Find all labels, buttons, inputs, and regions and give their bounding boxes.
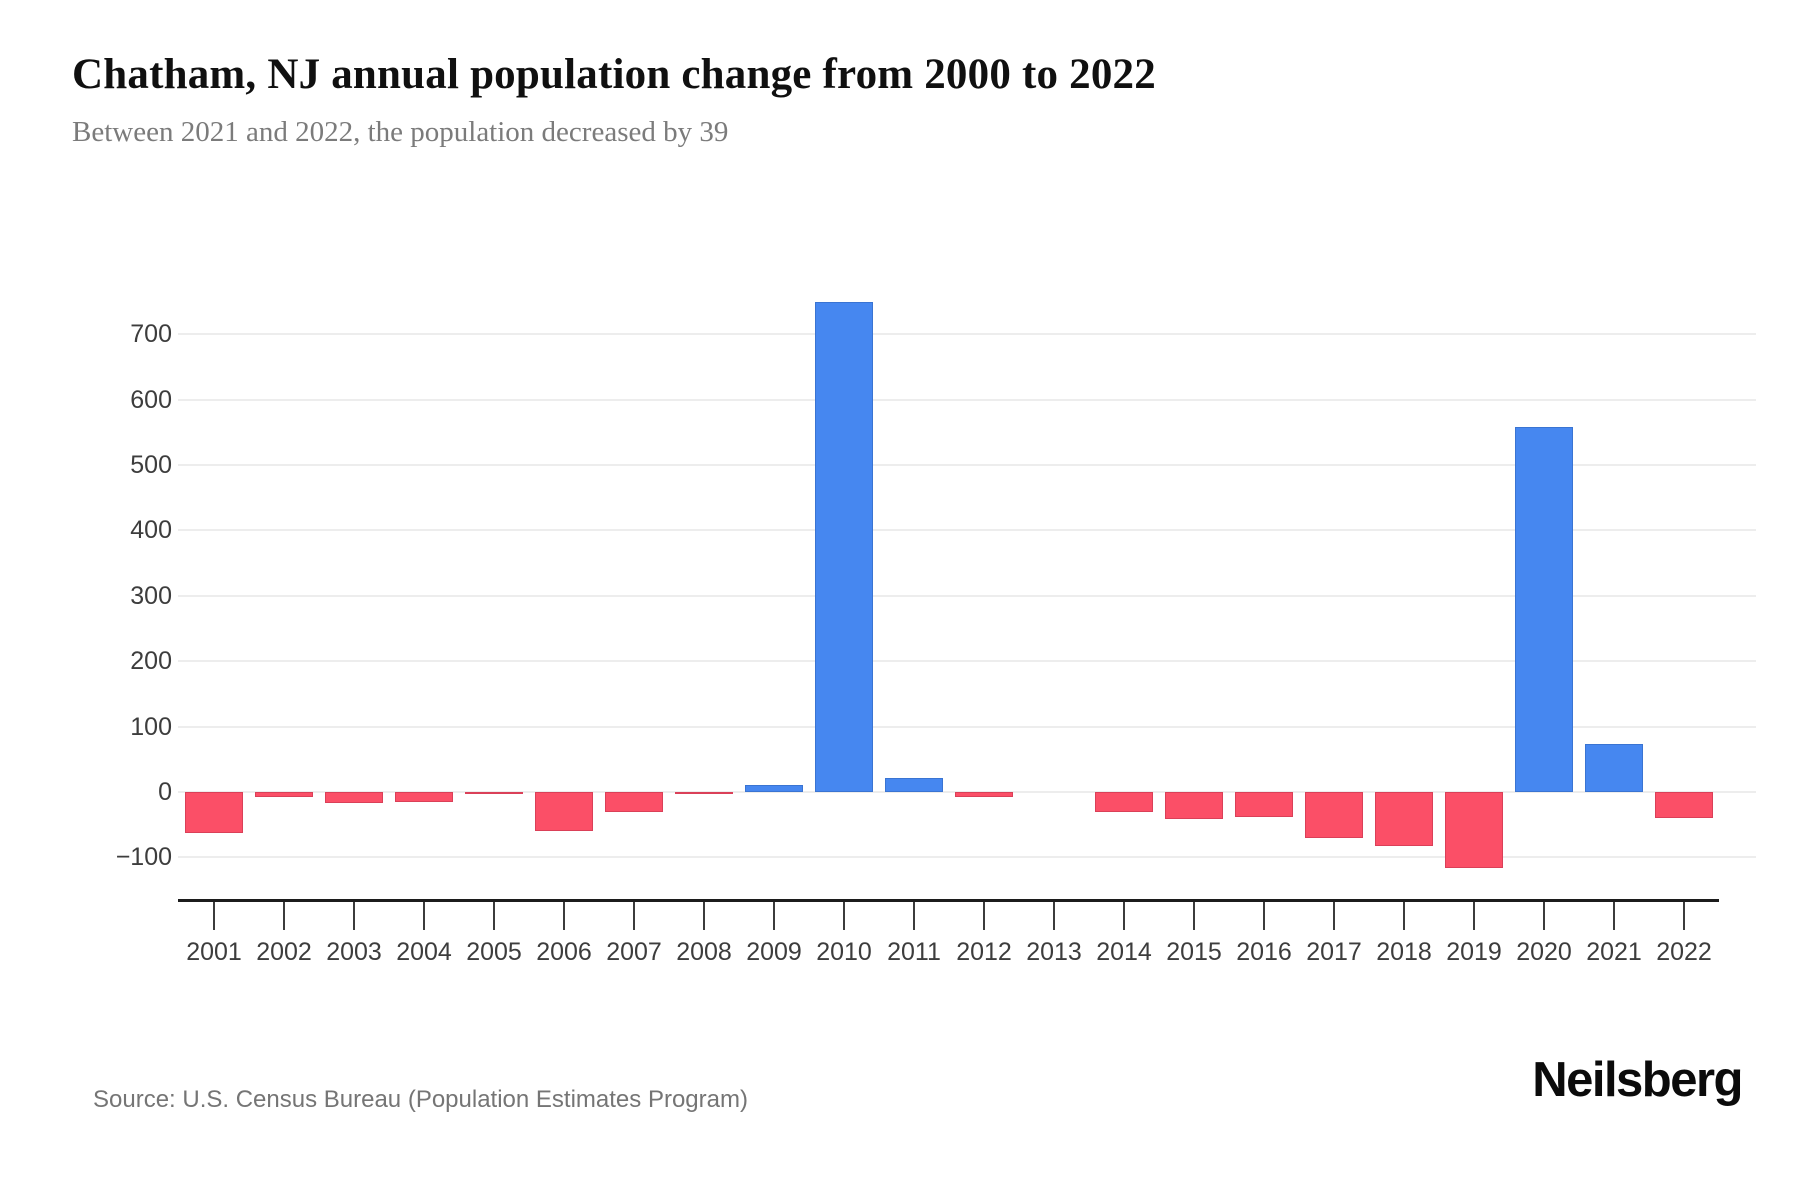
bar-2018[interactable] <box>1375 792 1433 847</box>
x-axis-label-2017: 2017 <box>1306 938 1362 966</box>
bar-2020[interactable] <box>1515 427 1573 792</box>
x-axis-tick-2014 <box>1123 902 1125 930</box>
x-axis-label-2011: 2011 <box>887 938 941 966</box>
x-axis-tick-2012 <box>983 902 985 930</box>
y-axis-label-700: 700 <box>130 320 172 349</box>
chart-subtitle: Between 2021 and 2022, the population de… <box>72 116 729 148</box>
x-axis-label-2015: 2015 <box>1166 938 1222 966</box>
bar-2004[interactable] <box>395 792 453 803</box>
y-axis-label-500: 500 <box>130 451 172 479</box>
bar-2002[interactable] <box>255 792 313 797</box>
gridline-600 <box>178 398 1756 401</box>
bar-2016[interactable] <box>1235 792 1293 817</box>
gridline-500 <box>178 464 1756 466</box>
bar-2003[interactable] <box>325 792 383 804</box>
bar-2005[interactable] <box>465 792 523 794</box>
gridline-100 <box>178 725 1756 728</box>
y-axis-label-0: 0 <box>158 778 172 806</box>
gridline-300 <box>178 594 1756 597</box>
x-axis-tick-2018 <box>1403 902 1405 930</box>
bar-2022[interactable] <box>1655 792 1713 818</box>
x-axis-tick-2003 <box>353 902 355 930</box>
x-axis-label-2012: 2012 <box>956 938 1012 966</box>
x-axis-tick-2020 <box>1543 902 1545 930</box>
y-axis-label-600: 600 <box>130 385 172 414</box>
x-axis-label-2018: 2018 <box>1376 938 1432 966</box>
neilsberg-logo: Neilsberg <box>1532 1053 1743 1107</box>
x-axis-label-2003: 2003 <box>326 938 382 966</box>
x-axis-tick-2007 <box>633 902 635 930</box>
x-axis-label-2009: 2009 <box>746 938 802 966</box>
x-axis-label-2002: 2002 <box>256 938 312 966</box>
x-axis-label-2008: 2008 <box>676 938 732 966</box>
bar-2021[interactable] <box>1585 744 1643 792</box>
x-axis-tick-2013 <box>1053 902 1055 930</box>
x-axis-label-2001: 2001 <box>186 938 242 966</box>
gridline-700 <box>178 333 1756 336</box>
bar-2009[interactable] <box>745 785 803 792</box>
bar-2014[interactable] <box>1095 792 1153 813</box>
x-axis-tick-2015 <box>1193 902 1195 930</box>
x-axis-tick-2011 <box>913 902 915 930</box>
x-axis-tick-2006 <box>563 902 565 930</box>
chart-title: Chatham, NJ annual population change fro… <box>72 51 1156 98</box>
x-axis-label-2021: 2021 <box>1586 938 1642 966</box>
source-note: Source: U.S. Census Bureau (Population E… <box>93 1086 748 1113</box>
x-axis-tick-2005 <box>493 902 495 930</box>
x-axis-tick-2008 <box>703 902 705 930</box>
bar-2017[interactable] <box>1305 792 1363 838</box>
x-axis-label-2014: 2014 <box>1096 938 1152 966</box>
gridline--100 <box>178 856 1756 859</box>
x-axis-label-2019: 2019 <box>1446 938 1502 966</box>
x-axis-label-2013: 2013 <box>1026 938 1082 966</box>
y-axis-label-100: 100 <box>130 712 172 741</box>
x-axis-label-2004: 2004 <box>396 938 452 966</box>
x-axis-label-2010: 2010 <box>816 938 872 966</box>
x-axis-tick-2017 <box>1333 902 1335 930</box>
x-axis-tick-2009 <box>773 902 775 930</box>
x-axis-label-2006: 2006 <box>536 938 592 966</box>
x-axis-tick-2016 <box>1263 902 1265 930</box>
x-axis-label-2007: 2007 <box>606 938 662 966</box>
x-axis-label-2016: 2016 <box>1236 938 1292 966</box>
bar-2006[interactable] <box>535 792 593 832</box>
bar-2010[interactable] <box>815 302 873 792</box>
bar-2007[interactable] <box>605 792 663 812</box>
x-axis-tick-2004 <box>423 902 425 930</box>
gridline-200 <box>178 660 1756 663</box>
y-axis-label-400: 400 <box>130 516 172 545</box>
x-axis-tick-2021 <box>1613 902 1615 930</box>
bar-2019[interactable] <box>1445 792 1503 868</box>
x-axis-tick-2019 <box>1473 902 1475 930</box>
bar-2011[interactable] <box>885 778 943 792</box>
x-axis-tick-2001 <box>213 902 215 930</box>
x-axis-tick-2002 <box>283 902 285 930</box>
y-axis-label-300: 300 <box>130 581 172 610</box>
x-axis-label-2020: 2020 <box>1516 938 1572 966</box>
y-axis-label--100: −100 <box>115 843 172 872</box>
bar-2008[interactable] <box>675 792 733 794</box>
x-axis-label-2022: 2022 <box>1656 938 1712 966</box>
gridline-400 <box>178 529 1756 532</box>
bar-2001[interactable] <box>185 792 243 833</box>
x-axis-label-2005: 2005 <box>466 938 522 966</box>
bar-2015[interactable] <box>1165 792 1223 819</box>
x-axis-tick-2010 <box>843 902 845 930</box>
bar-2012[interactable] <box>955 792 1013 797</box>
x-axis-tick-2022 <box>1683 902 1685 930</box>
y-axis-label-200: 200 <box>130 647 172 676</box>
x-axis-line <box>178 899 1719 902</box>
